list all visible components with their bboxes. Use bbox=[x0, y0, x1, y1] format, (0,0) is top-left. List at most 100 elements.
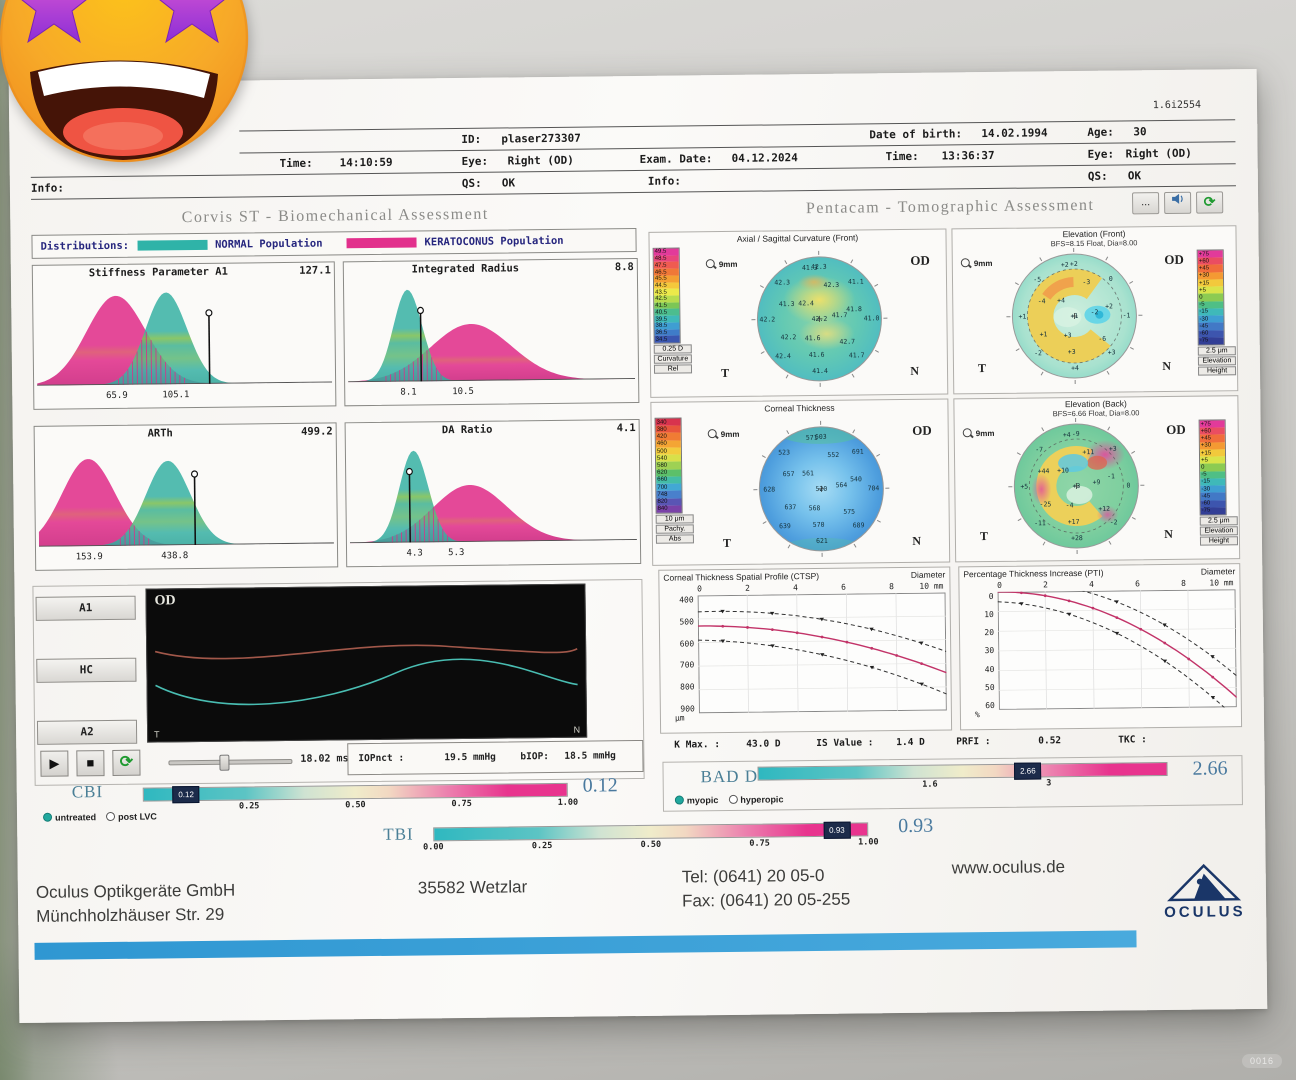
map-value: 689 bbox=[853, 521, 865, 529]
header-rule bbox=[239, 119, 1236, 132]
nasal-label: N bbox=[912, 533, 922, 548]
map-value: 561 bbox=[802, 469, 814, 477]
speaker-icon bbox=[1171, 193, 1183, 204]
hc-button[interactable]: HC bbox=[36, 657, 137, 683]
corvis-video-frame[interactable]: OD T N bbox=[145, 583, 588, 743]
y-tick: 0 bbox=[988, 591, 994, 602]
x-tick: 8 bbox=[1180, 578, 1186, 588]
map-value: 603 bbox=[815, 433, 827, 441]
iopnct-label: IOPnct : bbox=[358, 752, 405, 765]
biop-value: 18.5 mmHg bbox=[564, 750, 616, 762]
map-value: 41.6 bbox=[809, 351, 825, 359]
map-value: 41.1 bbox=[848, 278, 864, 286]
tkc-label: TKC : bbox=[1118, 734, 1147, 746]
x-tick: 0 bbox=[697, 584, 702, 594]
x-tick: 5.3 bbox=[448, 547, 465, 559]
map-value: -6 bbox=[1098, 335, 1106, 343]
stop-button[interactable]: ■ bbox=[76, 750, 105, 777]
slider-thumb[interactable] bbox=[219, 754, 230, 771]
x-tick: 2 bbox=[745, 583, 750, 593]
bad-label: BAD D bbox=[700, 766, 759, 787]
biop-label: bIOP: bbox=[520, 751, 550, 763]
report-page: 1.6i2554 ID: plaser273307 Date of birth:… bbox=[8, 68, 1268, 1024]
map-value: 41.7 bbox=[849, 351, 865, 359]
map-eye-label: OD bbox=[912, 422, 932, 438]
map-value: +17 bbox=[1067, 518, 1079, 526]
radio-post-lvc[interactable]: post LVC bbox=[105, 810, 157, 822]
magnifier-icon bbox=[961, 258, 972, 269]
map-value: 575 bbox=[843, 508, 855, 516]
cbi-radio-group: untreated post LVC bbox=[42, 807, 167, 826]
thickness-map: 520 564 568 561 552 540 575 570 637 657 603 691 704 6… bbox=[753, 420, 890, 557]
replay-button[interactable]: ⟳ bbox=[112, 749, 141, 776]
magnifier-icon bbox=[963, 428, 974, 439]
y-tick: 20 bbox=[984, 628, 995, 638]
map-value: 41.6 bbox=[805, 334, 821, 342]
bar-tick: 0.25 bbox=[238, 801, 260, 812]
bad-radio-group: myopic hyperopic bbox=[674, 790, 794, 809]
eye-value: Right (OD) bbox=[507, 153, 574, 168]
y-tick: 900 bbox=[680, 704, 695, 714]
map-value: +12 bbox=[1098, 505, 1110, 513]
cbi-label: CBI bbox=[71, 782, 104, 802]
distribution-plot bbox=[348, 289, 636, 383]
map-value: 41.8 bbox=[846, 305, 862, 313]
map-value: 628 bbox=[763, 485, 775, 493]
x-axis-ticks: 4.3 5.3 bbox=[350, 545, 637, 561]
zoom-label: 9mm bbox=[963, 428, 995, 439]
map-value: -5 bbox=[1033, 276, 1041, 284]
radio-label: myopic bbox=[686, 794, 719, 805]
tbi-value: 0.93 bbox=[898, 814, 934, 838]
company-tel: Tel: (0641) 20 05-0 bbox=[681, 865, 825, 887]
company-website[interactable]: www.oculus.de bbox=[951, 857, 1066, 878]
a1-button[interactable]: A1 bbox=[35, 595, 136, 621]
refresh-button[interactable]: ⟳ bbox=[1196, 191, 1224, 214]
chart-arth: ARTh 499.2 153.9 438.8 bbox=[33, 422, 339, 571]
color-scale: 340 380 420 460 500 540 580 620 660 700 748 820 840 bbox=[654, 417, 683, 514]
map-value: 0 bbox=[1126, 481, 1130, 489]
tbi-label: TBI bbox=[383, 824, 414, 844]
time2-label: Time: bbox=[885, 149, 919, 164]
map-value: -2 bbox=[1109, 518, 1117, 526]
temporal-label: T bbox=[720, 365, 730, 381]
chart-value: 4.1 bbox=[616, 422, 636, 435]
map-value: 552 bbox=[827, 451, 839, 459]
x-tick: 105.1 bbox=[162, 390, 190, 401]
curvature-map-box: Axial / Sagittal Curvature (Front) 49.5 4… bbox=[648, 228, 949, 398]
elevation-back-map-box: Elevation (Back) BFS=6.66 Float, Dia=8.0… bbox=[953, 395, 1241, 563]
y-tick: 700 bbox=[679, 660, 695, 670]
map-value: 42.7 bbox=[839, 338, 855, 346]
video-eye-label: OD bbox=[154, 593, 176, 609]
radio-myopic[interactable]: myopic bbox=[674, 794, 719, 805]
map-value: -2 bbox=[1034, 349, 1042, 357]
info2-label: Info: bbox=[647, 174, 682, 188]
scale-step: 2.5 μm bbox=[1199, 516, 1238, 526]
chart-da-ratio: DA Ratio 4.1 4.3 5.3 bbox=[344, 418, 642, 568]
map-value: +1 bbox=[1018, 313, 1026, 321]
company-fax: Fax: (0641) 20 05-255 bbox=[681, 889, 851, 911]
play-button[interactable]: ▶ bbox=[40, 750, 69, 777]
prfi-value: 0.52 bbox=[1038, 735, 1062, 747]
y-tick: 10 bbox=[984, 610, 994, 620]
radio-dot bbox=[674, 795, 684, 805]
star-struck-emoji-sticker bbox=[0, 0, 249, 163]
y-tick: 500 bbox=[679, 617, 694, 627]
radio-label: post LVC bbox=[117, 810, 157, 822]
speaker-button[interactable] bbox=[1164, 191, 1192, 215]
map-value: +3 bbox=[1067, 348, 1075, 356]
radio-untreated[interactable]: untreated bbox=[42, 812, 96, 823]
dob-label: Date of birth: bbox=[869, 127, 963, 142]
map-value: 42.4 bbox=[775, 352, 791, 360]
scale-mode: Pachy. bbox=[655, 524, 694, 534]
map-value: 637 bbox=[785, 503, 797, 511]
temporal-label: T bbox=[977, 361, 987, 376]
map-value: -4 bbox=[1037, 297, 1045, 305]
y-tick: 400 bbox=[679, 595, 694, 605]
radio-dot bbox=[105, 811, 116, 822]
more-button[interactable]: ... bbox=[1132, 192, 1160, 215]
a2-button[interactable]: A2 bbox=[36, 719, 138, 745]
x-tick: 4.3 bbox=[406, 548, 423, 559]
radio-hyperopic[interactable]: hyperopic bbox=[728, 794, 783, 805]
scale-height: Height bbox=[1198, 366, 1237, 376]
exam-date-value: 04.12.2024 bbox=[731, 151, 798, 165]
